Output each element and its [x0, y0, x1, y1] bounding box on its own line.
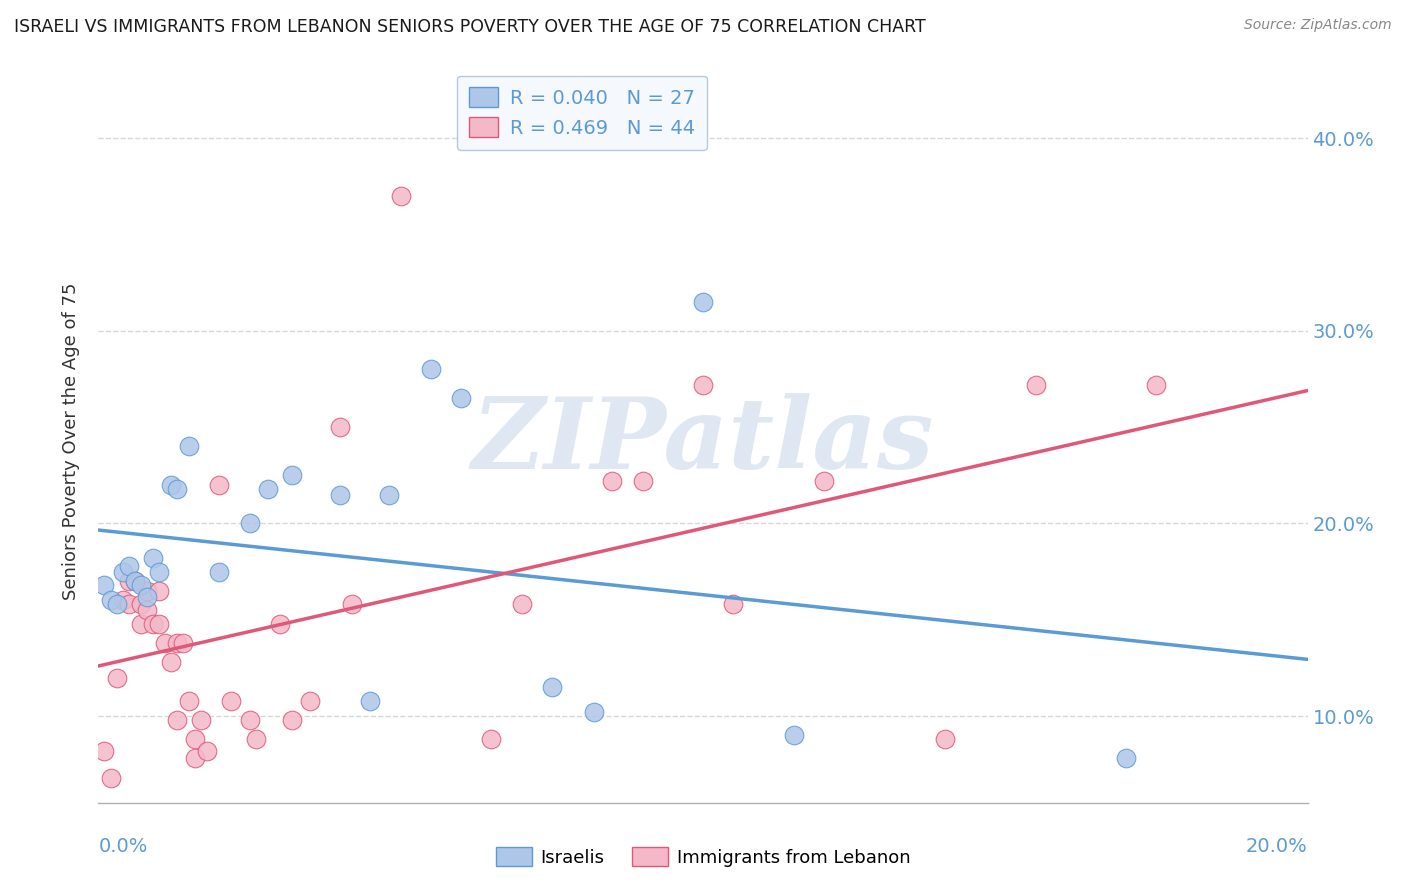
Point [281, 468, 304, 483]
Point [299, 694, 322, 708]
Point [420, 362, 443, 376]
Point [256, 482, 278, 496]
Point [934, 732, 956, 747]
Point [166, 636, 188, 650]
Point [118, 598, 141, 612]
Point [129, 578, 152, 592]
Point [93, 578, 115, 592]
Point [129, 598, 152, 612]
Point [813, 474, 835, 488]
Point [540, 680, 562, 694]
Point [389, 189, 412, 203]
Point [450, 391, 472, 405]
Point [135, 590, 157, 604]
Point [245, 732, 267, 747]
Point [100, 771, 122, 785]
Point [342, 598, 364, 612]
Point [105, 598, 128, 612]
Point [1115, 751, 1137, 765]
Point [281, 713, 304, 727]
Point [172, 636, 194, 650]
Point [208, 478, 231, 492]
Point [166, 713, 188, 727]
Point [510, 598, 533, 612]
Point [166, 482, 188, 496]
Point [208, 565, 231, 579]
Point [153, 636, 176, 650]
Point [692, 377, 714, 392]
Text: ISRAELI VS IMMIGRANTS FROM LEBANON SENIORS POVERTY OVER THE AGE OF 75 CORRELATIO: ISRAELI VS IMMIGRANTS FROM LEBANON SENIO… [14, 18, 925, 36]
Point [148, 583, 170, 598]
Point [723, 598, 745, 612]
Point [329, 487, 352, 501]
Point [124, 574, 146, 589]
Point [135, 583, 157, 598]
Point [583, 705, 606, 719]
Point [269, 616, 291, 631]
Point [239, 516, 262, 531]
Point [148, 565, 170, 579]
Point [195, 744, 218, 758]
Point [692, 294, 714, 309]
Point [105, 671, 128, 685]
Point [129, 616, 152, 631]
Point [360, 694, 382, 708]
Point [179, 694, 201, 708]
Point [602, 474, 624, 488]
Point [111, 565, 134, 579]
Text: ZIPatlas: ZIPatlas [472, 393, 934, 490]
Legend: Israelis, Immigrants from Lebanon: Israelis, Immigrants from Lebanon [488, 840, 918, 874]
Point [783, 728, 806, 742]
Point [184, 751, 207, 765]
Point [239, 713, 262, 727]
Point [118, 558, 141, 573]
Point [124, 574, 146, 589]
Point [481, 732, 503, 747]
Point [190, 713, 212, 727]
Point [184, 732, 207, 747]
Point [135, 603, 157, 617]
Point [142, 551, 165, 566]
Y-axis label: Seniors Poverty Over the Age of 75: Seniors Poverty Over the Age of 75 [62, 283, 80, 600]
Point [221, 694, 243, 708]
Point [148, 616, 170, 631]
Text: 20.0%: 20.0% [1246, 838, 1308, 856]
Point [111, 593, 134, 607]
Point [1144, 377, 1167, 392]
Point [377, 487, 399, 501]
Legend: R = 0.040   N = 27, R = 0.469   N = 44: R = 0.040 N = 27, R = 0.469 N = 44 [457, 76, 707, 150]
Point [329, 420, 352, 434]
Point [100, 593, 122, 607]
Text: 0.0%: 0.0% [98, 838, 148, 856]
Point [179, 439, 201, 453]
Point [631, 474, 654, 488]
Point [1024, 377, 1046, 392]
Point [142, 616, 165, 631]
Point [160, 655, 183, 669]
Point [160, 478, 183, 492]
Text: Source: ZipAtlas.com: Source: ZipAtlas.com [1244, 18, 1392, 32]
Point [118, 574, 141, 589]
Point [93, 744, 115, 758]
